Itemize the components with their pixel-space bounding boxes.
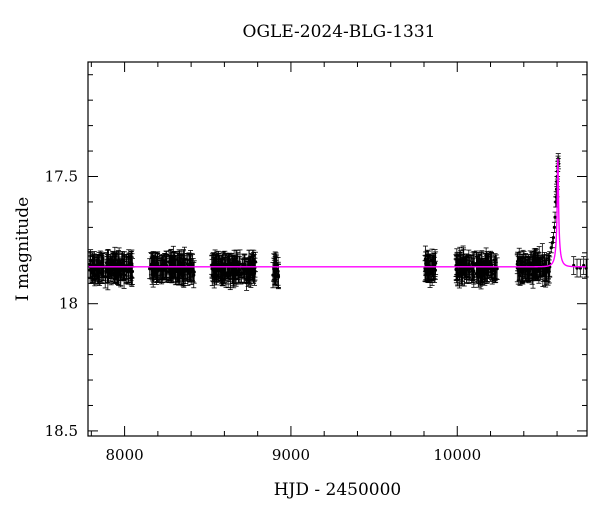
data-point (94, 259, 100, 279)
data-point (121, 254, 127, 277)
x-tick-label: 9000 (272, 446, 310, 464)
data-point (246, 249, 252, 279)
data-point (220, 251, 226, 280)
data-point (158, 258, 164, 281)
chart-title: OGLE-2024-BLG-1331 (242, 22, 436, 42)
y-tick-label: 18.5 (45, 422, 78, 440)
data-point (113, 258, 119, 280)
data-point (114, 259, 120, 285)
data-point (106, 258, 112, 282)
x-axis-title: HJD - 2450000 (274, 480, 402, 500)
data-point (126, 249, 132, 277)
data-point (159, 255, 165, 275)
data-point (102, 265, 108, 289)
data-point (161, 259, 167, 280)
data-point (524, 255, 530, 282)
y-tick-label: 17.5 (45, 167, 78, 185)
y-axis-title: I magnitude (13, 197, 33, 301)
data-point (149, 256, 155, 285)
data-point (153, 256, 159, 280)
data-point (491, 255, 497, 283)
x-tick-label: 8000 (105, 446, 143, 464)
data-point (553, 196, 559, 208)
data-point (147, 258, 153, 280)
axis-ticks: 8000 9000 10000 17.5 18 18.5 (45, 62, 587, 464)
data-point (128, 251, 134, 279)
data-points-layer (87, 153, 589, 291)
data-point (469, 261, 475, 281)
data-point (476, 261, 482, 285)
data-point (543, 257, 549, 282)
data-point (99, 261, 105, 285)
data-point (180, 255, 186, 285)
data-point (210, 257, 216, 283)
data-point (232, 258, 238, 285)
x-tick-label: 10000 (433, 446, 481, 464)
data-point (515, 251, 521, 272)
data-point (459, 258, 465, 286)
data-point (177, 257, 183, 286)
data-point (117, 258, 123, 280)
data-point (91, 251, 97, 280)
data-point (169, 256, 175, 284)
data-point (477, 253, 483, 276)
y-tick-label: 18 (59, 295, 78, 313)
data-point (453, 254, 459, 284)
data-point (170, 259, 176, 283)
plot-frame (87, 61, 588, 437)
model-curve (88, 158, 587, 268)
data-point (187, 254, 193, 274)
